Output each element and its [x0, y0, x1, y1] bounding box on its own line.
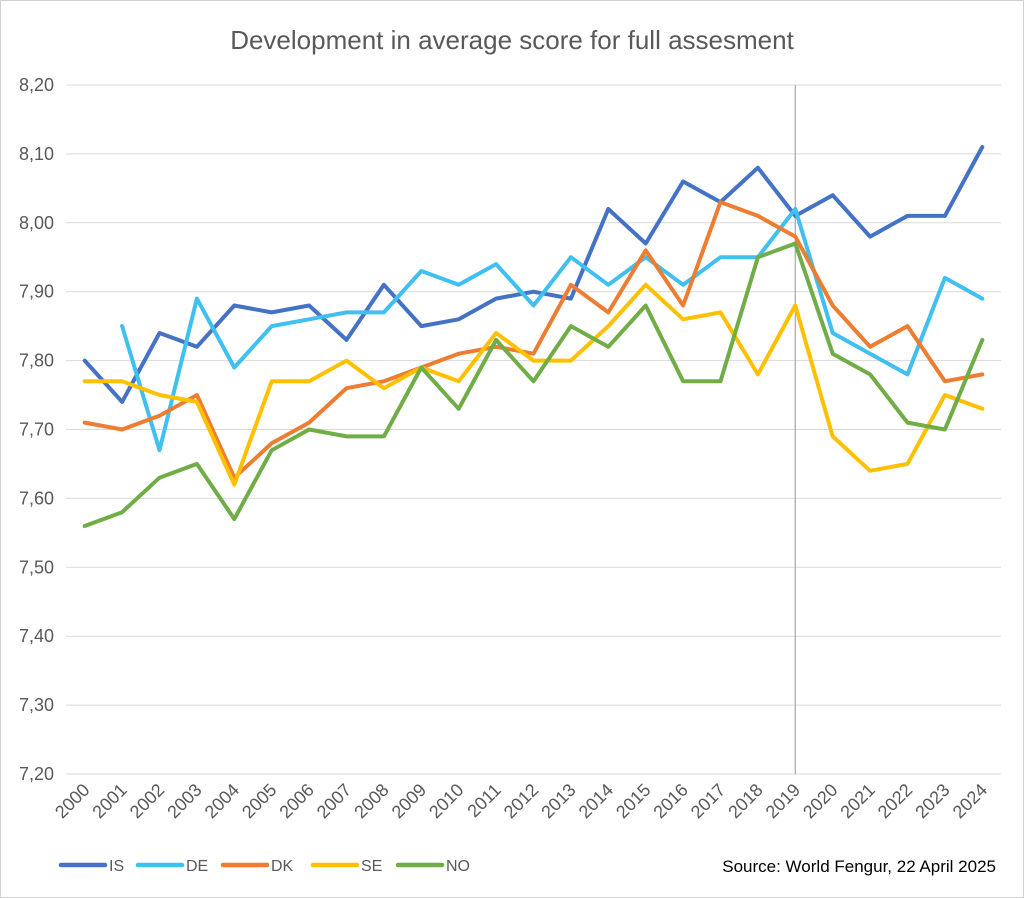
x-tick-label: 2020	[799, 780, 841, 822]
x-tick-label: 2013	[537, 780, 579, 822]
legend: IS DE DK SE NO	[58, 858, 470, 875]
series-line-se	[82, 282, 985, 487]
source-note: Source: World Fengur, 22 April 2025	[722, 857, 996, 876]
x-tick-label: 2015	[612, 780, 654, 822]
x-tick-label: 2002	[126, 780, 168, 822]
x-tick-label: 2017	[687, 780, 729, 822]
y-tick-label: 7,70	[19, 420, 54, 440]
y-tick-label: 7,20	[19, 764, 54, 784]
legend-label-de: DE	[186, 858, 208, 875]
y-tick-label: 8,20	[19, 75, 54, 95]
x-tick-label: 2014	[575, 780, 617, 822]
x-tick-label: 2022	[874, 780, 916, 822]
y-tick-label: 7,90	[19, 282, 54, 302]
x-tick-label: 2000	[51, 780, 93, 822]
x-tick-label: 2006	[275, 780, 317, 822]
x-tick-label: 2019	[762, 780, 804, 822]
legend-label-se: SE	[361, 858, 382, 875]
y-tick-label: 7,50	[19, 557, 54, 577]
gridlines	[66, 84, 1001, 775]
legend-label-no: NO	[446, 858, 470, 875]
x-tick-label: 2007	[313, 780, 355, 822]
y-tick-label: 8,10	[19, 144, 54, 164]
x-tick-label: 2003	[163, 780, 205, 822]
x-tick-label: 2001	[88, 780, 130, 822]
legend-label-dk: DK	[271, 858, 294, 875]
y-tick-label: 7,40	[19, 626, 54, 646]
x-tick-label: 2021	[836, 780, 878, 822]
series-lines	[82, 145, 985, 528]
legend-label-is: IS	[109, 858, 124, 875]
x-tick-label: 2009	[388, 780, 430, 822]
series-line-is	[82, 145, 985, 404]
x-tick-label: 2008	[350, 780, 392, 822]
series-line-de	[120, 207, 985, 453]
chart-title: Development in average score for full as…	[230, 25, 794, 55]
y-tick-label: 7,30	[19, 695, 54, 715]
x-tick-label: 2012	[500, 780, 542, 822]
series-line-dk	[82, 200, 985, 480]
x-axis-ticks: 2000200120022003200420052006200720082009…	[51, 780, 991, 822]
x-tick-label: 2016	[649, 780, 691, 822]
x-tick-label: 2010	[425, 780, 467, 822]
y-tick-label: 7,60	[19, 488, 54, 508]
y-tick-label: 7,80	[19, 351, 54, 371]
y-axis-ticks: 7,20 7,30 7,40 7,50 7,60 7,70 7,80 7,90 8,00 8,10…	[19, 75, 54, 784]
x-tick-label: 2023	[911, 780, 953, 822]
series-line-no	[82, 241, 985, 528]
x-tick-label: 2004	[201, 780, 243, 822]
x-tick-label: 2005	[238, 780, 280, 822]
x-tick-label: 2018	[724, 780, 766, 822]
x-tick-label: 2011	[463, 780, 505, 822]
y-tick-label: 8,00	[19, 213, 54, 233]
x-tick-label: 2024	[949, 780, 991, 822]
